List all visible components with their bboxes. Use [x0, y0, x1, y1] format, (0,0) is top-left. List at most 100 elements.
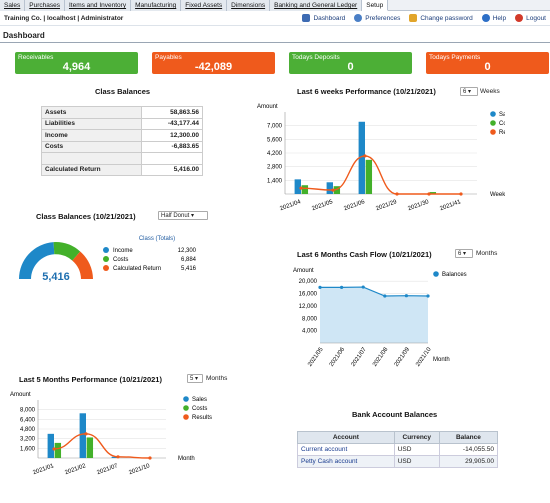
- weeks-performance-chart: Amount 1,400 2,800 4,200 5,600 7,000 2021/04 20…: [257, 104, 505, 212]
- y-tick-label: 4,000: [302, 329, 318, 335]
- y-tick-label: 4,200: [267, 151, 283, 157]
- donut-return-slice: [72, 251, 93, 279]
- results-point: [331, 188, 335, 192]
- bar-costs: [365, 159, 373, 194]
- table-row: Income 12,300.00: [40, 129, 203, 142]
- months-unit: Months: [206, 375, 228, 382]
- x-tick-label: 2021/10: [415, 346, 433, 368]
- balance-cell: 29,905.00: [438, 455, 499, 468]
- cashflow-point: [361, 285, 365, 289]
- tab-sales[interactable]: Sales: [0, 0, 26, 11]
- x-tick-label: 2021/01: [32, 463, 55, 476]
- results-point: [395, 192, 399, 196]
- currency-cell: USD: [393, 443, 440, 456]
- dashboard-icon: [302, 14, 311, 22]
- tab-setup[interactable]: Setup: [362, 0, 389, 11]
- value-cell: -6,883.65: [141, 140, 203, 153]
- x-tick-label: 2021/08: [372, 346, 390, 368]
- header-bar: Training Co. | localhost | Administrator…: [0, 12, 550, 26]
- y-tick-label: 7,000: [267, 124, 283, 130]
- weeks-select[interactable]: 6 ▾: [460, 87, 478, 96]
- legend-results-dot: [183, 414, 189, 420]
- results-line: [53, 433, 151, 459]
- label-cell: Calculated Return: [40, 163, 143, 176]
- legend-results-dot: [490, 129, 496, 135]
- legend-income-dot: [103, 247, 109, 253]
- y-tick-label: 1,600: [20, 446, 36, 452]
- legend-label: Costs: [192, 406, 207, 412]
- results-point: [116, 455, 120, 459]
- legend-income-label: Income: [113, 248, 133, 254]
- table-row: Current account USD -14,055.50: [297, 443, 499, 456]
- dashboard-link[interactable]: Dashboard: [302, 14, 345, 22]
- bar-costs: [54, 442, 62, 458]
- cashflow-point: [383, 294, 387, 298]
- results-point: [52, 447, 56, 451]
- cashflow-area: [320, 287, 428, 343]
- cashflow-select[interactable]: 6 ▾: [455, 249, 473, 258]
- x-axis-label: Week: [490, 192, 505, 198]
- receivables-card[interactable]: Receivables 4,964: [15, 52, 138, 74]
- weeks-chart-title: Last 6 weeks Performance (10/21/2021): [297, 87, 436, 96]
- module-tabs: Sales Purchases Items and Inventory Manufac…: [0, 0, 550, 11]
- class-balances-table: Assets 58,863.56 Liabilities -43,177.44 Inco…: [40, 106, 203, 176]
- x-axis-label: Month: [178, 456, 195, 462]
- currency-cell: USD: [393, 455, 440, 468]
- value-cell: 5,416.00: [141, 163, 203, 176]
- label-cell: Income: [40, 129, 143, 142]
- donut-type-select[interactable]: Half Donut ▾: [158, 211, 208, 220]
- table-row: Liabilities -43,177.44: [40, 117, 203, 130]
- help-link[interactable]: Help: [481, 14, 506, 22]
- legend-label: Sales: [499, 112, 505, 118]
- col-balance: Balance: [438, 431, 499, 444]
- legend-label: Results: [192, 415, 212, 421]
- select-value: 6: [463, 89, 467, 95]
- title-divider: [0, 42, 550, 43]
- legend-return-dot: [103, 265, 109, 271]
- y-axis-label: Amount: [257, 104, 278, 110]
- value-cell: 12,300.00: [141, 129, 203, 142]
- table-row: Assets 58,863.56: [40, 106, 203, 119]
- account-link[interactable]: Current account: [297, 443, 395, 456]
- tab-dimensions[interactable]: Dimensions: [227, 0, 271, 11]
- x-tick-label: 2021/07: [350, 346, 368, 368]
- legend-label: Sales: [192, 397, 207, 403]
- preferences-link[interactable]: Preferences: [354, 14, 400, 22]
- tab-items-and-inventory[interactable]: Items and Inventory: [64, 0, 132, 11]
- card-label: Todays Deposits: [292, 54, 340, 61]
- cashflow-unit: Months: [476, 250, 498, 257]
- tab-manufacturing[interactable]: Manufacturing: [131, 0, 182, 11]
- results-point: [299, 186, 303, 190]
- select-value: 6: [458, 251, 462, 257]
- x-tick-label: 2021/30: [407, 199, 430, 212]
- logout-link[interactable]: Logout: [515, 14, 546, 22]
- tab-purchases[interactable]: Purchases: [25, 0, 65, 11]
- change-password-link[interactable]: Change password: [409, 14, 473, 22]
- results-line: [300, 155, 461, 195]
- key-icon: [409, 14, 418, 22]
- bar-sales: [294, 179, 301, 194]
- tab-banking-and-general-ledger[interactable]: Banking and General Ledger: [270, 0, 363, 11]
- todays-payments-card[interactable]: Todays Payments 0: [426, 52, 549, 74]
- donut-center-value: 5,416: [42, 271, 70, 283]
- bar-sales: [79, 413, 86, 458]
- table-row: [40, 152, 203, 165]
- bank-title: Bank Account Balances: [352, 410, 438, 419]
- cashflow-chart: Amount 4,000 8,000 12,000 16,000 20,000 2021/0…: [293, 268, 467, 368]
- tab-fixed-assets[interactable]: Fixed Assets: [181, 0, 228, 11]
- y-tick-label: 6,400: [20, 417, 36, 423]
- months-select[interactable]: 5 ▾: [187, 374, 203, 383]
- card-value: 0: [347, 61, 354, 73]
- todays-deposits-card[interactable]: Todays Deposits 0: [289, 52, 412, 74]
- account-link[interactable]: Petty Cash account: [297, 455, 395, 468]
- results-point: [84, 432, 88, 436]
- payables-card[interactable]: Payables -42,089: [152, 52, 275, 74]
- gear-icon: [354, 14, 363, 22]
- donut-legend-title: Class (Totals): [139, 236, 175, 242]
- legend-costs-value: 6,884: [181, 257, 197, 263]
- y-tick-label: 2,800: [267, 165, 283, 171]
- bar-sales: [111, 456, 118, 458]
- col-currency: Currency: [393, 431, 440, 444]
- card-label: Receivables: [18, 54, 54, 61]
- label-cell: Liabilities: [40, 117, 143, 130]
